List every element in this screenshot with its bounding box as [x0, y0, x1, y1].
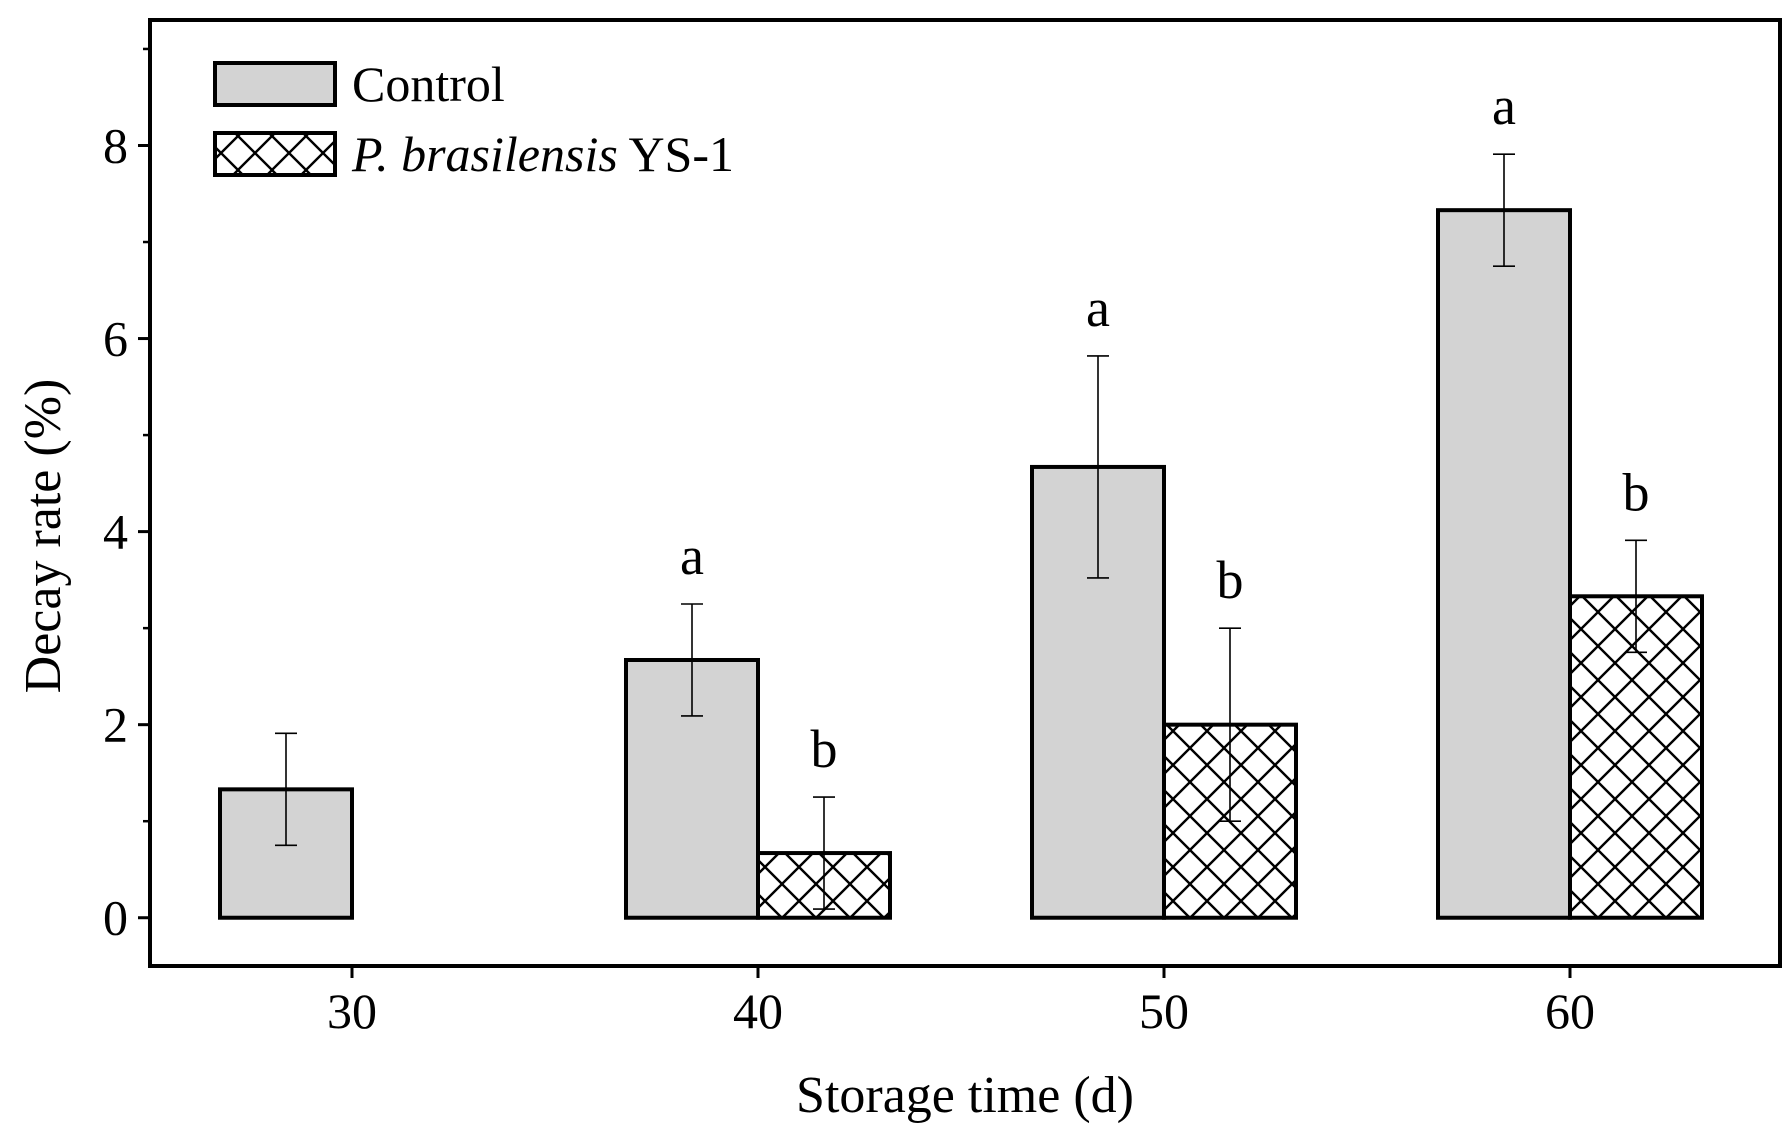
legend: Control P. brasilensis YS-1 — [213, 56, 734, 182]
y-tick-label-0: 0 — [103, 890, 128, 946]
plot-area-frame — [148, 18, 1782, 968]
legend-swatch-treatment — [213, 131, 337, 177]
x-tick-label-50: 50 — [1139, 983, 1189, 1039]
significance-letter-series0-50: a — [1086, 278, 1110, 338]
legend-label-treatment-italic: P. brasilensis — [351, 126, 618, 182]
significance-letter-series1-60: b — [1623, 462, 1650, 522]
significance-letters-layer: a a a b b b — [680, 76, 1649, 779]
x-axis-title: Storage time (d) — [796, 1067, 1134, 1124]
significance-letter-series0-60: a — [1492, 76, 1516, 136]
legend-label-treatment-suffix: YS-1 — [618, 126, 734, 182]
bar-series0-60 — [1436, 208, 1572, 920]
y-tick-label-2: 2 — [103, 697, 128, 753]
legend-label-treatment: P. brasilensis YS-1 — [351, 126, 734, 182]
x-tick-label-40: 40 — [733, 983, 783, 1039]
y-axis-title: Decay rate (%) — [15, 379, 72, 694]
significance-letter-series0-40: a — [680, 526, 704, 586]
y-axis: 0 2 4 6 8 — [103, 47, 150, 946]
x-tick-label-30: 30 — [327, 983, 377, 1039]
error-bars-layer — [275, 153, 1647, 910]
x-axis: 30 40 50 60 — [327, 966, 1595, 1039]
y-tick-label-8: 8 — [103, 117, 128, 173]
legend-swatch-control — [213, 61, 337, 107]
significance-letter-series1-50: b — [1217, 550, 1244, 610]
significance-letter-series1-40: b — [811, 719, 838, 779]
legend-label-control: Control — [352, 56, 505, 112]
y-tick-label-4: 4 — [103, 504, 128, 560]
bars-layer — [218, 208, 1704, 920]
x-tick-label-60: 60 — [1545, 983, 1595, 1039]
y-tick-label-6: 6 — [103, 311, 128, 367]
